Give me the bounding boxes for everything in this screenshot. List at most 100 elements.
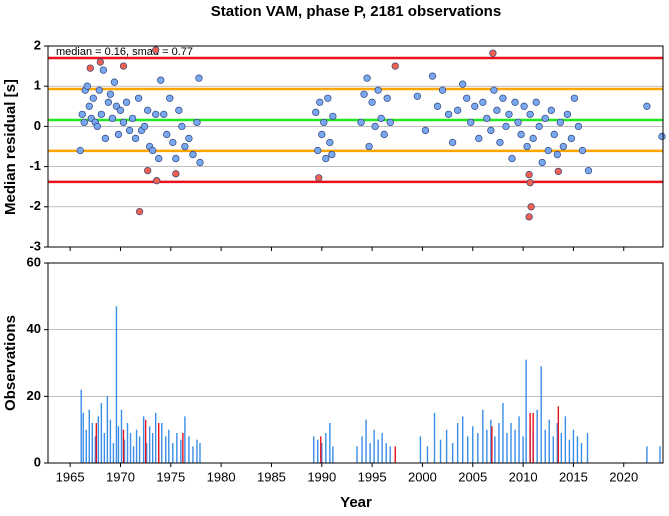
bar bbox=[85, 429, 87, 463]
chart-title: Station VAM, phase P, 2181 observations bbox=[211, 3, 501, 20]
point bbox=[329, 112, 337, 120]
bar bbox=[155, 413, 157, 463]
point bbox=[380, 130, 388, 139]
bar bbox=[94, 436, 97, 463]
bar bbox=[313, 436, 315, 463]
point bbox=[428, 72, 437, 80]
bar bbox=[532, 413, 534, 463]
bar bbox=[576, 436, 579, 463]
bar bbox=[325, 433, 327, 463]
bar bbox=[525, 359, 527, 463]
x-tick-label: 2010 bbox=[509, 469, 538, 484]
point bbox=[125, 126, 134, 135]
point bbox=[438, 86, 447, 94]
point bbox=[172, 154, 180, 163]
x-tick-label: 1970 bbox=[106, 469, 135, 484]
point bbox=[463, 94, 471, 102]
bar bbox=[586, 433, 589, 463]
bar bbox=[490, 419, 492, 463]
bar bbox=[510, 423, 512, 463]
bar bbox=[135, 429, 138, 463]
y-tick-label: 0 bbox=[34, 454, 41, 469]
bar bbox=[556, 423, 559, 463]
point bbox=[363, 74, 371, 82]
frame bbox=[47, 45, 664, 248]
point bbox=[527, 203, 535, 211]
bar bbox=[106, 396, 109, 463]
bar bbox=[377, 439, 379, 463]
bar bbox=[184, 416, 186, 463]
bar bbox=[365, 419, 367, 463]
bar bbox=[518, 416, 520, 463]
point bbox=[444, 110, 453, 118]
point bbox=[535, 122, 543, 131]
bar bbox=[373, 429, 375, 463]
point bbox=[101, 134, 110, 143]
bar bbox=[419, 436, 422, 463]
point bbox=[383, 94, 391, 102]
point bbox=[328, 150, 336, 159]
point bbox=[493, 106, 501, 114]
bar bbox=[182, 433, 184, 463]
point bbox=[172, 170, 180, 178]
bar bbox=[109, 419, 112, 463]
point bbox=[316, 98, 324, 106]
bar bbox=[445, 429, 448, 463]
bar bbox=[199, 443, 201, 463]
annotation: median = 0.16, smad = 0.77 bbox=[56, 46, 193, 58]
point bbox=[371, 122, 379, 131]
bar bbox=[552, 436, 554, 463]
bar bbox=[522, 436, 524, 463]
point bbox=[157, 76, 165, 84]
bar bbox=[145, 443, 148, 463]
point bbox=[365, 142, 373, 151]
bar bbox=[560, 433, 563, 463]
bar bbox=[320, 436, 322, 463]
point bbox=[496, 138, 504, 147]
x-tick-label: 1965 bbox=[56, 469, 85, 484]
bar bbox=[192, 446, 194, 463]
bar bbox=[439, 439, 442, 463]
point bbox=[181, 142, 189, 151]
y-tick-label: -3 bbox=[29, 238, 41, 253]
point bbox=[511, 98, 519, 106]
point bbox=[514, 118, 522, 127]
bar bbox=[132, 446, 135, 463]
point bbox=[541, 114, 549, 123]
point bbox=[563, 110, 572, 118]
plot-area bbox=[47, 45, 664, 248]
x-tick-label: 2020 bbox=[609, 469, 638, 484]
point bbox=[322, 154, 330, 163]
bar bbox=[148, 426, 151, 463]
point bbox=[489, 49, 497, 57]
point bbox=[479, 98, 487, 106]
point bbox=[108, 114, 117, 123]
point bbox=[547, 106, 555, 114]
point bbox=[135, 207, 144, 216]
bar bbox=[144, 419, 147, 463]
point bbox=[357, 118, 365, 127]
bar bbox=[494, 436, 496, 463]
bar bbox=[329, 423, 331, 463]
bar bbox=[491, 426, 493, 463]
point bbox=[143, 166, 152, 175]
point bbox=[421, 126, 430, 135]
point bbox=[578, 146, 587, 155]
bar bbox=[95, 423, 98, 463]
point bbox=[152, 110, 160, 118]
point bbox=[89, 94, 97, 102]
bar bbox=[100, 403, 103, 463]
bar bbox=[361, 436, 363, 463]
y-tick-label: -1 bbox=[29, 158, 41, 173]
bar bbox=[433, 413, 436, 463]
point bbox=[80, 118, 88, 127]
bar bbox=[486, 429, 488, 463]
point bbox=[160, 110, 168, 118]
bar bbox=[332, 446, 334, 463]
point bbox=[97, 110, 105, 118]
point bbox=[195, 74, 203, 82]
bar bbox=[536, 409, 538, 463]
point bbox=[553, 150, 561, 159]
point bbox=[413, 92, 422, 100]
point bbox=[487, 126, 495, 135]
